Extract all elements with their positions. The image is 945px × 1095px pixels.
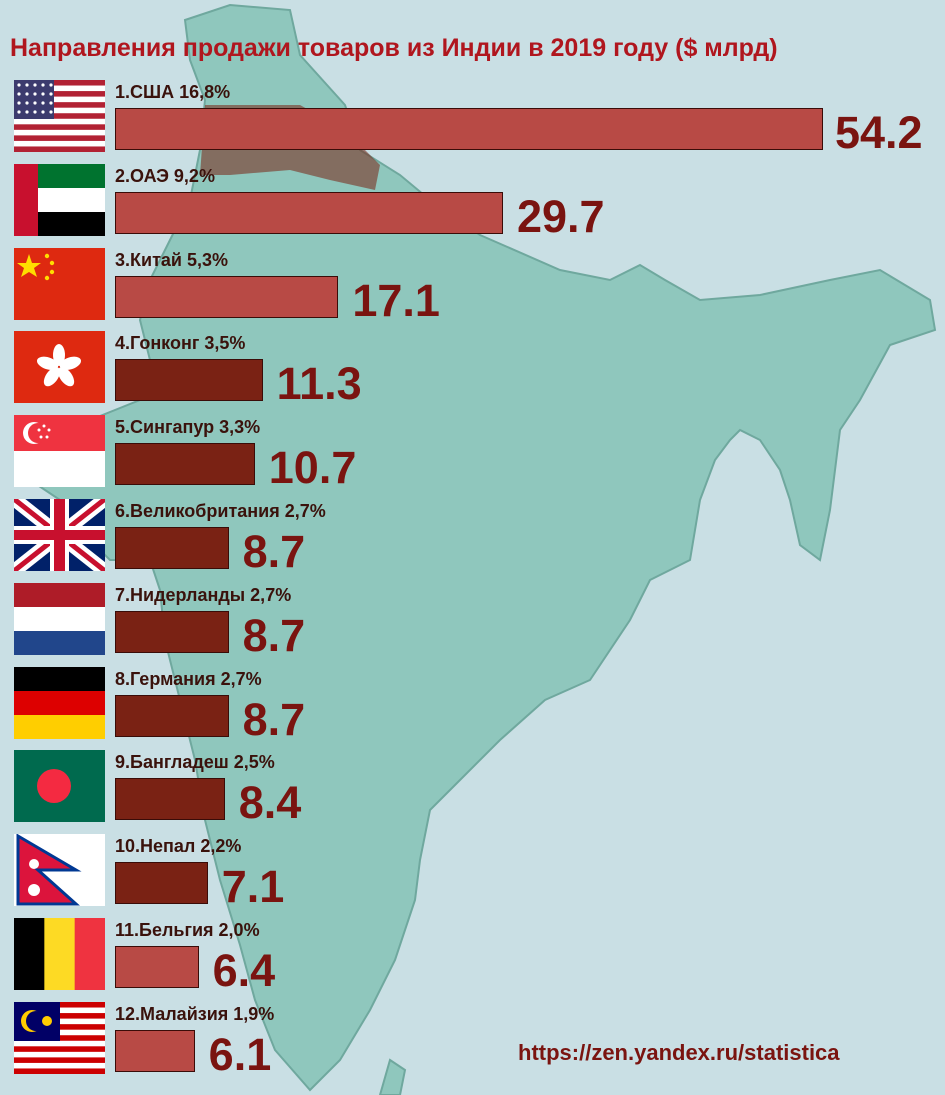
bar [115, 359, 263, 402]
bar [115, 1029, 195, 1072]
source-url[interactable]: https://zen.yandex.ru/statistica [518, 1040, 840, 1065]
germany-flag-icon [14, 666, 105, 739]
bar-label: 4.Гонконг 3,5% [115, 333, 246, 354]
bangladesh-flag-icon [14, 750, 105, 823]
bar [115, 778, 225, 821]
china-flag-icon [14, 247, 105, 320]
bar-label: 2.ОАЭ 9,2% [115, 165, 215, 186]
bar-value-label: 29.7 [516, 190, 605, 242]
bar-value-label: 8.4 [238, 777, 302, 829]
bar [115, 527, 229, 569]
bar [115, 946, 199, 988]
bar-value-label: 10.7 [268, 442, 357, 494]
bar-value-label: 11.3 [276, 358, 362, 410]
bar-value-label: 8.7 [242, 526, 306, 577]
netherlands-flag-icon [14, 582, 105, 655]
bar-value-label: 8.7 [242, 693, 306, 745]
uae-flag-icon [14, 163, 105, 236]
singapore-flag-icon [14, 415, 105, 488]
bar-label: 8.Германия 2,7% [115, 668, 262, 689]
sri-lanka-shape [378, 1058, 407, 1095]
hongkong-flag-icon [14, 331, 105, 404]
bar-value-label: 8.7 [242, 609, 306, 661]
belgium-flag-icon [14, 918, 105, 990]
bar-label: 6.Великобритания 2,7% [115, 501, 326, 521]
bar [115, 862, 208, 905]
malaysia-flag-icon [14, 1001, 105, 1074]
bar-label: 5.Сингапур 3,3% [115, 417, 261, 438]
bar-value-label: 6.1 [208, 1028, 272, 1080]
chart-title: Направления продажи товаров из Индии в 2… [10, 34, 778, 62]
bar-label: 11.Бельгия 2,0% [115, 920, 260, 940]
bar [115, 191, 503, 234]
bar-value-label: 54.2 [835, 107, 923, 158]
bar [115, 108, 823, 150]
bar [115, 275, 339, 318]
bar-label: 12.Малайзия 1,9% [115, 1003, 275, 1024]
nepal-flag-icon [14, 834, 105, 907]
bar-label: 3.Китай 5,3% [115, 249, 228, 270]
bar [115, 610, 229, 653]
bar [115, 694, 229, 737]
usa-flag-icon [14, 80, 105, 152]
bar-value-label: 6.4 [212, 945, 276, 996]
uk-flag-icon [14, 499, 105, 571]
bar-label: 10.Непал 2,2% [115, 836, 242, 857]
bar-label: 1.США 16,8% [115, 82, 231, 102]
bar-value-label: 7.1 [221, 861, 285, 913]
bar-label: 9.Бангладеш 2,5% [115, 752, 275, 773]
bar [115, 443, 255, 486]
bar-label: 7.Нидерланды 2,7% [115, 584, 292, 605]
bar-value-label: 17.1 [352, 274, 440, 326]
